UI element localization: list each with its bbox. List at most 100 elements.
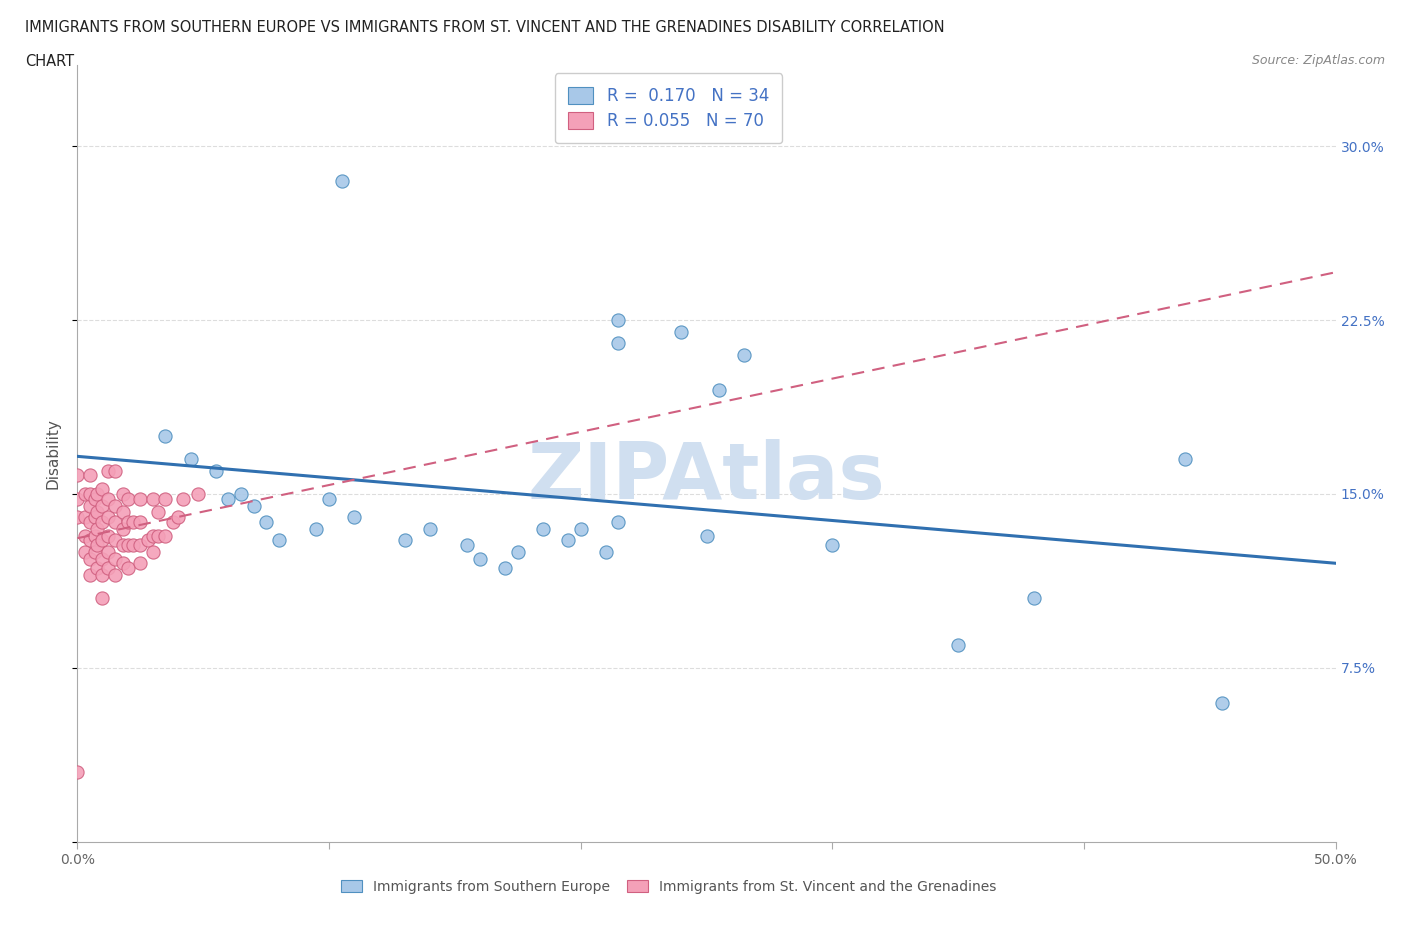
Point xyxy=(104,567,127,582)
Point xyxy=(180,452,202,467)
Point xyxy=(86,522,108,537)
Text: Source: ZipAtlas.com: Source: ZipAtlas.com xyxy=(1251,54,1385,67)
Point xyxy=(79,551,101,566)
Point xyxy=(66,510,89,525)
Legend: Immigrants from Southern Europe, Immigrants from St. Vincent and the Grenadines: Immigrants from Southern Europe, Immigra… xyxy=(335,873,1002,901)
Point xyxy=(1174,452,1197,467)
Point xyxy=(187,486,209,501)
Point xyxy=(172,491,194,506)
Point xyxy=(117,491,139,506)
Point xyxy=(330,174,353,189)
Point xyxy=(142,491,165,506)
Point xyxy=(73,486,96,501)
Point xyxy=(104,498,127,513)
Point xyxy=(111,522,134,537)
Point xyxy=(117,561,139,576)
Point xyxy=(506,544,529,559)
Point xyxy=(111,556,134,571)
Point xyxy=(96,510,118,525)
Point xyxy=(73,544,96,559)
Point xyxy=(167,510,190,525)
Point xyxy=(84,491,107,506)
Text: CHART: CHART xyxy=(25,54,75,69)
Point xyxy=(155,491,177,506)
Point xyxy=(117,514,139,529)
Point xyxy=(129,556,152,571)
Point xyxy=(733,348,755,363)
Point xyxy=(394,533,416,548)
Y-axis label: Disability: Disability xyxy=(45,418,60,489)
Point xyxy=(318,491,340,506)
Point xyxy=(267,533,290,548)
Point xyxy=(91,482,114,497)
Text: ZIPAtlas: ZIPAtlas xyxy=(527,439,886,514)
Point xyxy=(142,528,165,543)
Point xyxy=(204,463,226,478)
Point xyxy=(96,463,118,478)
Point xyxy=(129,538,152,552)
Point xyxy=(129,491,152,506)
Point xyxy=(146,505,169,520)
Point xyxy=(86,561,108,576)
Point xyxy=(96,544,118,559)
Point xyxy=(104,514,127,529)
Point xyxy=(242,498,264,513)
Point xyxy=(84,544,107,559)
Point xyxy=(671,325,693,339)
Point xyxy=(91,591,114,605)
Point xyxy=(79,567,101,582)
Point xyxy=(531,522,554,537)
Point xyxy=(146,528,169,543)
Point xyxy=(79,514,101,529)
Point xyxy=(91,498,114,513)
Point xyxy=(117,538,139,552)
Point xyxy=(84,528,107,543)
Point xyxy=(217,491,239,506)
Point xyxy=(121,538,143,552)
Point xyxy=(121,514,143,529)
Point xyxy=(96,561,118,576)
Point xyxy=(96,528,118,543)
Point xyxy=(557,533,579,548)
Point xyxy=(821,538,844,552)
Point xyxy=(73,510,96,525)
Point xyxy=(104,551,127,566)
Point xyxy=(104,533,127,548)
Point xyxy=(66,764,89,779)
Point xyxy=(86,505,108,520)
Point xyxy=(419,522,441,537)
Point xyxy=(607,514,630,529)
Point xyxy=(96,491,118,506)
Point xyxy=(569,522,592,537)
Point xyxy=(254,514,277,529)
Point xyxy=(104,463,127,478)
Point xyxy=(155,429,177,444)
Point xyxy=(494,561,516,576)
Point xyxy=(91,533,114,548)
Point xyxy=(111,505,134,520)
Point xyxy=(595,544,617,559)
Point xyxy=(73,528,96,543)
Point xyxy=(111,486,134,501)
Text: IMMIGRANTS FROM SOUTHERN EUROPE VS IMMIGRANTS FROM ST. VINCENT AND THE GRENADINE: IMMIGRANTS FROM SOUTHERN EUROPE VS IMMIG… xyxy=(25,20,945,35)
Point xyxy=(91,514,114,529)
Point xyxy=(86,538,108,552)
Point xyxy=(79,468,101,483)
Point xyxy=(136,533,159,548)
Point xyxy=(343,510,366,525)
Point xyxy=(162,514,184,529)
Point xyxy=(707,382,730,397)
Point xyxy=(607,336,630,351)
Point xyxy=(142,544,165,559)
Point xyxy=(468,551,491,566)
Point xyxy=(79,533,101,548)
Point xyxy=(696,528,718,543)
Point xyxy=(456,538,478,552)
Point xyxy=(84,510,107,525)
Point xyxy=(91,551,114,566)
Point xyxy=(79,498,101,513)
Point xyxy=(129,514,152,529)
Point xyxy=(607,312,630,327)
Point xyxy=(91,567,114,582)
Point xyxy=(86,486,108,501)
